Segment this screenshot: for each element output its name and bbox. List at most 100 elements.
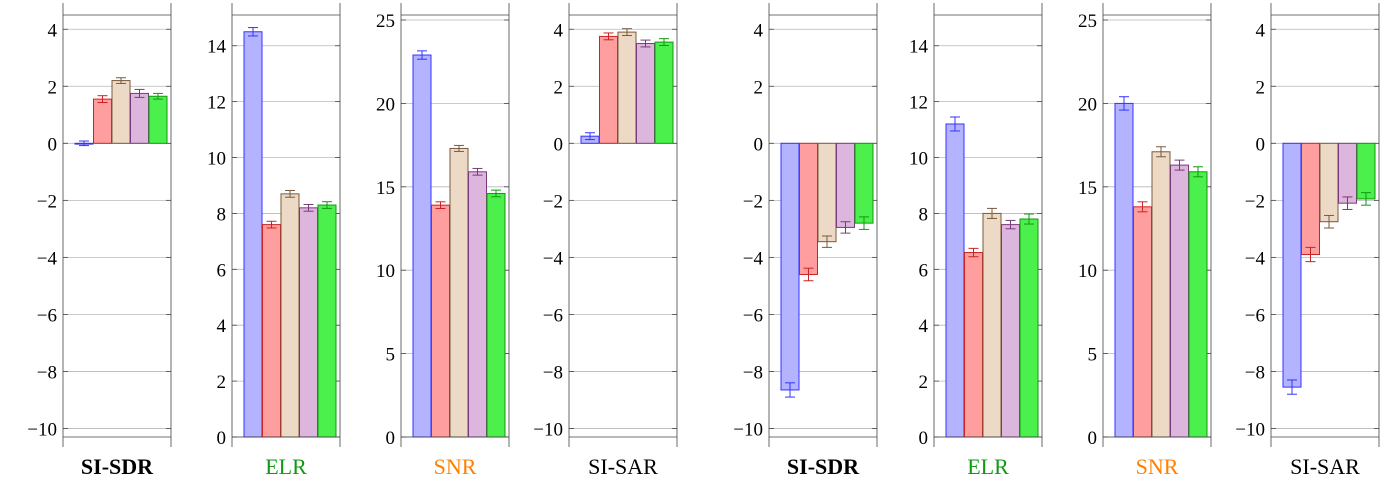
- y-tick-label: 0: [386, 428, 396, 449]
- chart-panel-8: −10 −8 −6 −4 −2 0 2 4 SI-SAR: [1235, 3, 1380, 478]
- y-tick-label: −2: [37, 191, 57, 212]
- y-tick-label: −10: [27, 419, 57, 440]
- y-tick-label: 0: [48, 134, 58, 155]
- x-axis-label: SNR: [1136, 454, 1179, 478]
- bar: [636, 43, 655, 144]
- bar: [945, 123, 965, 438]
- y-tick-label: 8: [217, 204, 227, 225]
- y-tick-label: 0: [1088, 428, 1098, 449]
- chart-panel-7: 0 5 10 15 20 25 SNR: [1078, 3, 1212, 478]
- y-tick-label: 4: [217, 316, 227, 337]
- y-tick-label: −6: [743, 305, 763, 326]
- y-tick-label: 20: [376, 94, 395, 115]
- y-tick-label: 25: [1078, 11, 1097, 32]
- bar: [1301, 142, 1320, 256]
- y-tick-label: −8: [743, 362, 763, 383]
- bar: [617, 31, 637, 144]
- y-tick-label: 2: [1256, 77, 1266, 98]
- x-axis-label: SI-SAR: [1290, 454, 1360, 478]
- bar: [130, 92, 149, 144]
- y-tick-label: 0: [217, 428, 227, 449]
- y-tick-label: 4: [1256, 20, 1266, 41]
- bar: [817, 142, 837, 243]
- y-tick-label: 2: [554, 77, 564, 98]
- y-tick-label: −8: [1245, 362, 1265, 383]
- bar: [1133, 206, 1152, 438]
- x-axis-label: SI-SAR: [588, 454, 658, 478]
- chart-panel-6: 0 2 4 6 8 10 12 14 ELR: [909, 3, 1043, 478]
- bar: [148, 95, 168, 144]
- bar: [836, 142, 855, 228]
- y-tick-label: 14: [909, 37, 929, 58]
- bar: [280, 193, 300, 438]
- y-tick-label: −2: [543, 191, 563, 212]
- bar: [1001, 224, 1020, 438]
- y-tick-label: 6: [919, 260, 929, 281]
- bar: [243, 31, 263, 438]
- bar: [468, 171, 487, 438]
- bar: [964, 252, 983, 438]
- y-tick-label: 4: [554, 20, 564, 41]
- bar: [1114, 102, 1134, 438]
- y-tick-label: 12: [909, 93, 928, 114]
- bar: [486, 192, 506, 438]
- y-tick-label: −6: [1245, 305, 1265, 326]
- y-tick-label: 15: [1078, 178, 1097, 199]
- y-tick-label: −10: [1235, 419, 1265, 440]
- bar: [1319, 142, 1339, 223]
- bar: [449, 147, 469, 438]
- y-tick-label: −4: [37, 248, 58, 269]
- y-tick-label: −2: [1245, 191, 1265, 212]
- y-tick-label: 4: [754, 20, 764, 41]
- y-tick-label: 0: [554, 134, 564, 155]
- y-tick-label: 10: [909, 149, 928, 170]
- bar: [111, 80, 131, 144]
- x-axis-label: ELR: [265, 454, 307, 478]
- bar: [1282, 142, 1302, 388]
- y-tick-label: 4: [48, 20, 58, 41]
- y-tick-label: 15: [376, 178, 395, 199]
- y-tick-label: −6: [543, 305, 563, 326]
- y-tick-label: 14: [207, 37, 227, 58]
- y-tick-label: −2: [743, 191, 763, 212]
- bar: [1188, 171, 1208, 438]
- bar: [654, 41, 674, 144]
- y-tick-label: 2: [754, 77, 764, 98]
- y-tick-label: 25: [376, 11, 395, 32]
- bar: [299, 207, 318, 438]
- bar: [93, 98, 112, 144]
- y-tick-label: −4: [743, 248, 764, 269]
- y-tick-label: −8: [37, 362, 57, 383]
- bar: [317, 204, 337, 438]
- y-tick-label: 10: [207, 149, 226, 170]
- y-tick-label: 0: [1256, 134, 1266, 155]
- y-tick-label: −10: [533, 419, 563, 440]
- x-axis-label: SNR: [434, 454, 477, 478]
- y-tick-label: 5: [386, 345, 396, 366]
- y-tick-label: −4: [1245, 248, 1266, 269]
- x-axis-label: SI-SDR: [81, 454, 154, 478]
- y-tick-label: 2: [217, 372, 227, 393]
- bar: [1356, 142, 1376, 200]
- bar: [1170, 164, 1189, 438]
- bar: [412, 54, 432, 438]
- bar: [1019, 218, 1039, 438]
- y-tick-label: −10: [733, 419, 763, 440]
- bar: [982, 212, 1002, 438]
- y-tick-label: 10: [376, 261, 395, 282]
- bar: [854, 142, 874, 224]
- bar: [431, 204, 450, 438]
- y-tick-label: 8: [919, 204, 929, 225]
- y-tick-label: 5: [1088, 345, 1098, 366]
- y-tick-label: 10: [1078, 261, 1097, 282]
- x-axis-label: SI-SDR: [787, 454, 860, 478]
- y-tick-label: −4: [543, 248, 564, 269]
- y-tick-label: −6: [37, 305, 57, 326]
- y-tick-label: 2: [48, 77, 58, 98]
- chart-panel-1: −10 −8 −6 −4 −2 0 2 4 SI-SDR: [27, 3, 172, 478]
- chart-panel-5: −10 −8 −6 −4 −2 0 2 4 SI-SDR: [733, 3, 878, 478]
- bar: [1151, 151, 1171, 438]
- y-tick-label: 6: [217, 260, 227, 281]
- y-tick-label: 2: [919, 372, 929, 393]
- bar: [1338, 142, 1357, 204]
